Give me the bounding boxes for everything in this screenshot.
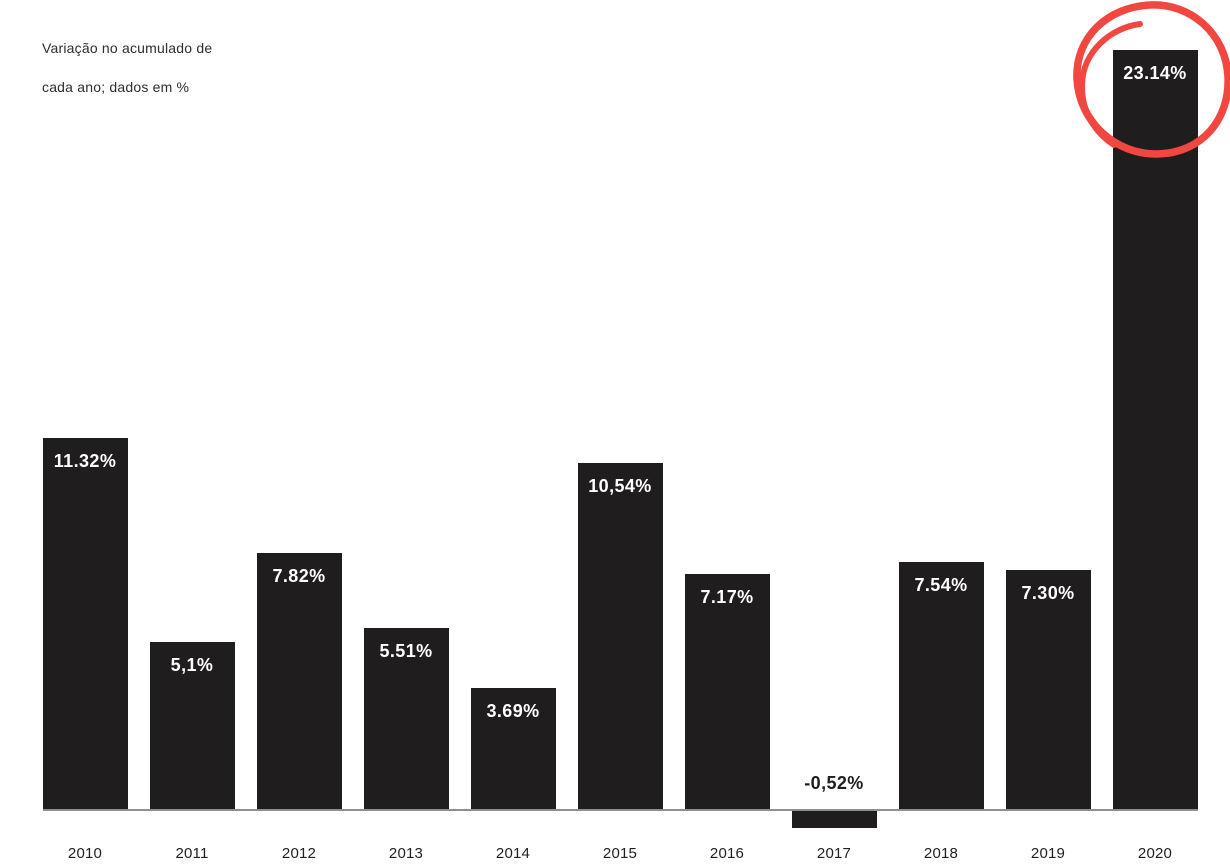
x-axis-label-2015: 2015	[602, 845, 638, 862]
x-axis-line	[42, 809, 1198, 811]
bar-value-label: 3.69%	[486, 700, 540, 721]
x-axis-label-2019: 2019	[1030, 845, 1066, 862]
bar-value-label: 5,1%	[170, 654, 214, 675]
bar-2016: 7.17%	[684, 573, 770, 809]
x-axis-label-2014: 2014	[495, 845, 531, 862]
bar-value-label: 7.17%	[700, 586, 754, 607]
x-axis-label-2010: 2010	[67, 845, 103, 862]
bar-value-label: 23.14%	[1123, 63, 1187, 83]
chart-subtitle-line2: cada ano; dados em %	[42, 79, 190, 95]
x-axis-label-2017: 2017	[816, 845, 852, 862]
chart-subtitle-line1: Variação no acumulado de	[42, 40, 213, 56]
x-axis-label-2011: 2011	[175, 845, 209, 862]
bar-2015: 10,54%	[577, 463, 663, 809]
bar-2010: 11.32%	[42, 437, 128, 809]
bar-value-label: 11.32%	[53, 450, 117, 471]
bar-2011: 5,1%	[149, 641, 235, 809]
bar-value-label: 5.51%	[379, 641, 433, 662]
bar-2020: 23.14%	[1112, 50, 1198, 809]
x-axis-label-2013: 2013	[388, 845, 424, 862]
bar-value-label: 7.54%	[914, 574, 968, 595]
bar-2018: 7.54%	[898, 561, 984, 809]
bar-2019: 7.30%	[1005, 569, 1091, 809]
bar-value-label: 7.30%	[1021, 582, 1075, 603]
x-axis-label-2012: 2012	[281, 845, 317, 862]
bar-value-label: 7.82%	[272, 565, 326, 586]
x-axis-label-2020: 2020	[1137, 845, 1173, 862]
bar-2013: 5.51%	[363, 628, 449, 809]
chart-subtitle: Variação no acumulado de cada ano; dados…	[42, 38, 212, 116]
bar-2017	[791, 811, 877, 829]
bar-2012: 7.82%	[256, 552, 342, 809]
x-axis-label-2016: 2016	[709, 845, 745, 862]
bar-value-label: 10,54%	[588, 476, 652, 497]
x-axis-label-2018: 2018	[923, 845, 959, 862]
bar-2014: 3.69%	[470, 687, 556, 809]
bar-value-label: -0,52%	[804, 773, 864, 793]
